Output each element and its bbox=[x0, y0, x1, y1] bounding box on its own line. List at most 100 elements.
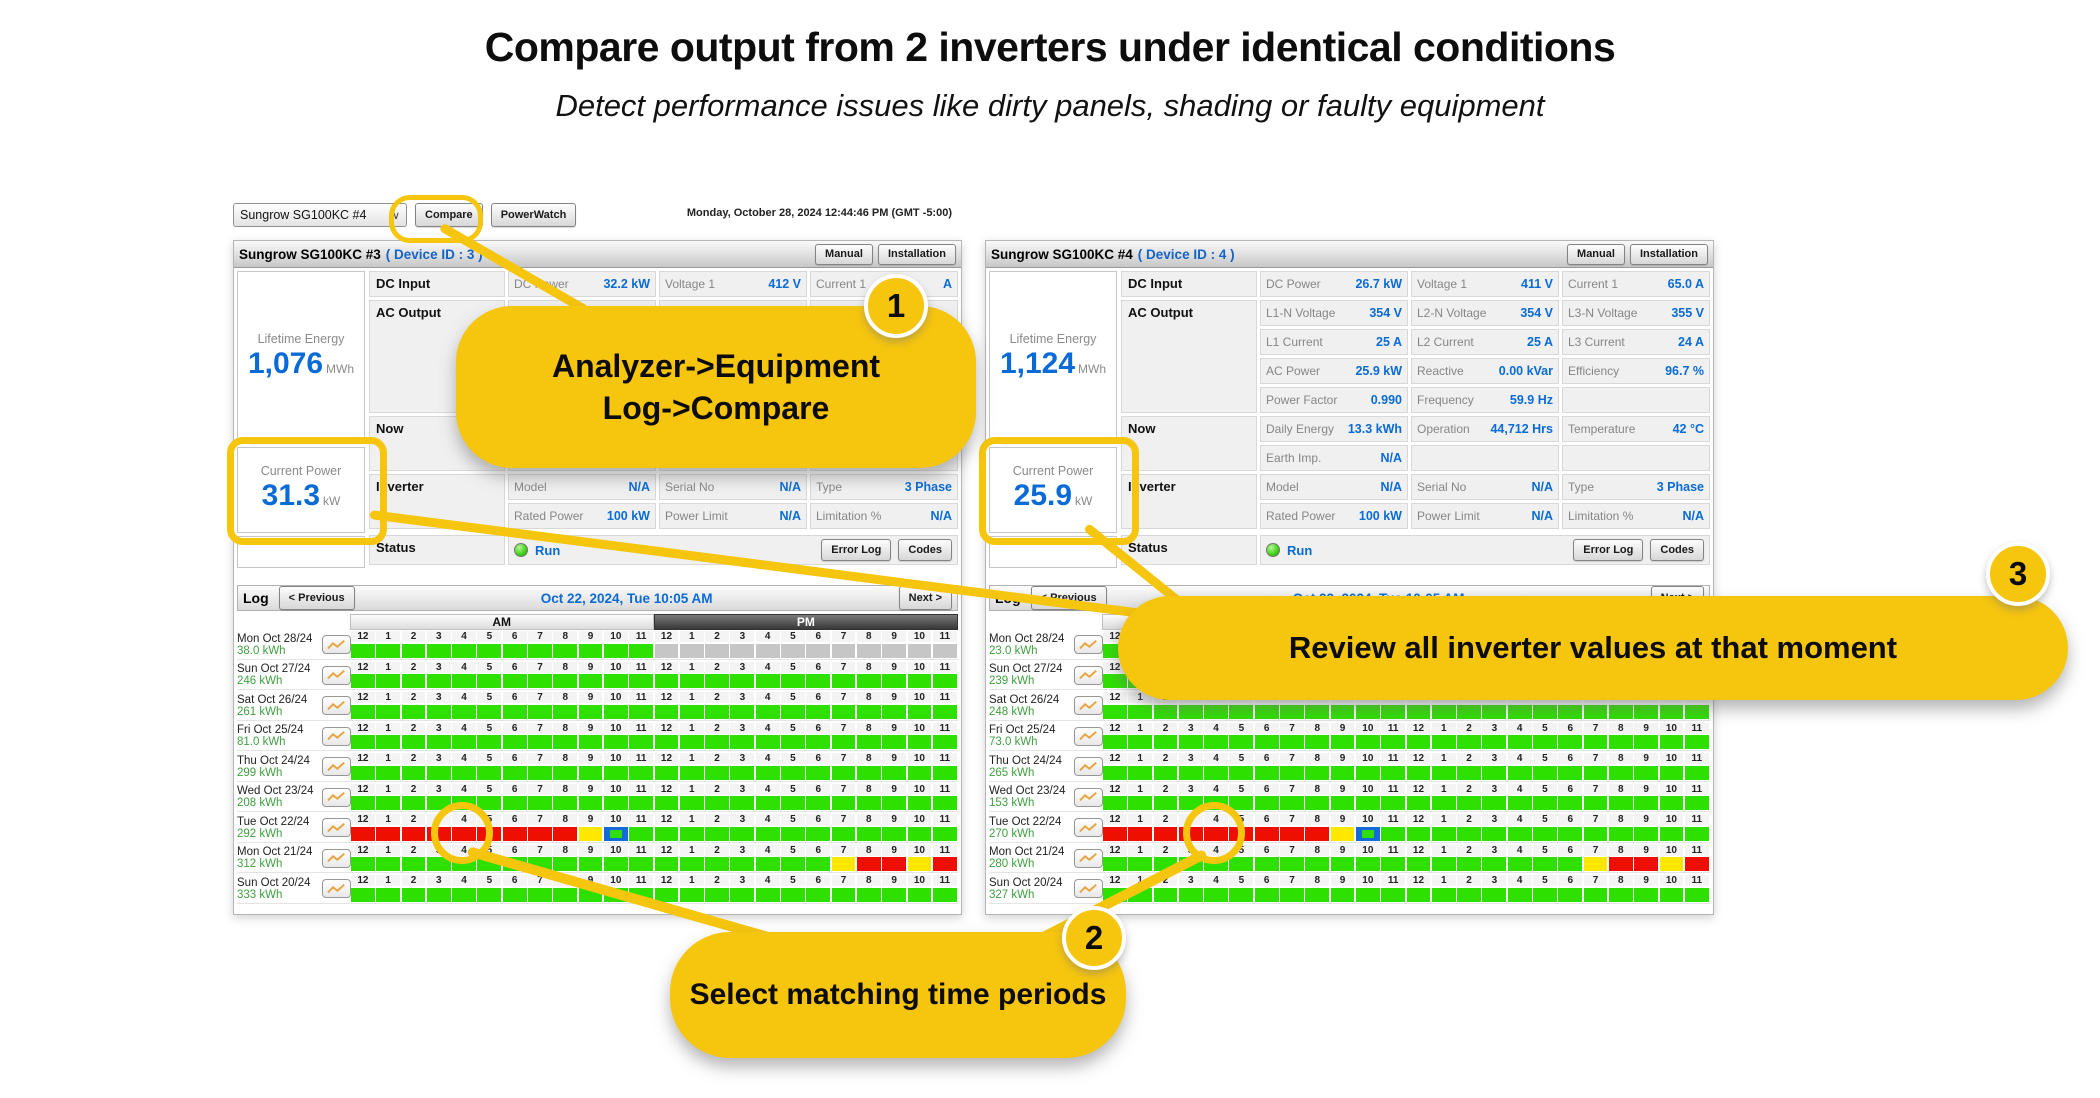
hour-cell[interactable] bbox=[1431, 704, 1456, 719]
hour-cell[interactable] bbox=[1583, 857, 1608, 871]
hour-cell[interactable] bbox=[351, 674, 375, 688]
chart-icon[interactable] bbox=[1074, 818, 1103, 838]
hour-cell[interactable] bbox=[1406, 826, 1431, 841]
hour-cell[interactable] bbox=[1204, 704, 1228, 719]
selected-hour-cell[interactable] bbox=[1355, 826, 1380, 841]
hour-cell[interactable] bbox=[477, 643, 502, 658]
chart-icon[interactable] bbox=[1074, 696, 1103, 716]
chart-icon[interactable] bbox=[322, 635, 351, 655]
hour-cell[interactable] bbox=[856, 857, 881, 871]
hour-cell[interactable] bbox=[452, 704, 476, 719]
hour-cell[interactable] bbox=[578, 704, 603, 719]
hour-cell[interactable] bbox=[1457, 704, 1481, 719]
hour-cell[interactable] bbox=[1608, 735, 1633, 749]
hour-cell[interactable] bbox=[1280, 887, 1304, 902]
selected-hour-cell[interactable] bbox=[603, 826, 628, 841]
hour-cell[interactable] bbox=[679, 857, 704, 871]
hour-cell[interactable] bbox=[1634, 887, 1659, 902]
hour-cell[interactable] bbox=[603, 674, 628, 688]
hour-cell[interactable] bbox=[553, 643, 578, 658]
hour-cell[interactable] bbox=[401, 887, 426, 902]
hour-cell[interactable] bbox=[1558, 857, 1583, 871]
hour-cell[interactable] bbox=[401, 796, 426, 810]
hour-cell[interactable] bbox=[1229, 704, 1254, 719]
hour-cell[interactable] bbox=[553, 887, 578, 902]
hour-cell[interactable] bbox=[528, 735, 552, 749]
hour-cell[interactable] bbox=[907, 887, 932, 902]
hour-cell[interactable] bbox=[806, 765, 831, 780]
hour-cell[interactable] bbox=[1128, 857, 1153, 871]
hour-cell[interactable] bbox=[1254, 704, 1279, 719]
hour-cell[interactable] bbox=[452, 765, 476, 780]
chart-icon[interactable] bbox=[1074, 757, 1103, 777]
hour-cell[interactable] bbox=[1254, 796, 1279, 810]
hour-cell[interactable] bbox=[882, 674, 907, 688]
hour-cell[interactable] bbox=[1103, 796, 1127, 810]
powerwatch-button[interactable]: PowerWatch bbox=[490, 203, 577, 227]
hour-cell[interactable] bbox=[502, 735, 527, 749]
hour-cell[interactable] bbox=[882, 765, 907, 780]
hour-cell[interactable] bbox=[882, 826, 907, 841]
hour-cell[interactable] bbox=[1153, 735, 1178, 749]
hour-cell[interactable] bbox=[1229, 735, 1254, 749]
hour-cell[interactable] bbox=[755, 887, 780, 902]
hour-cell[interactable] bbox=[1634, 704, 1659, 719]
hour-cell[interactable] bbox=[654, 796, 679, 810]
hour-cell[interactable] bbox=[1684, 826, 1709, 841]
hour-cell[interactable] bbox=[856, 887, 881, 902]
hour-cell[interactable] bbox=[1153, 765, 1178, 780]
hour-cell[interactable] bbox=[907, 796, 932, 810]
hour-cell[interactable] bbox=[426, 643, 451, 658]
hour-cell[interactable] bbox=[1583, 826, 1608, 841]
hour-cell[interactable] bbox=[679, 826, 704, 841]
hour-cell[interactable] bbox=[831, 857, 856, 871]
hour-cell[interactable] bbox=[351, 796, 375, 810]
hour-cell[interactable] bbox=[1103, 704, 1127, 719]
hour-cell[interactable] bbox=[1533, 704, 1557, 719]
hour-cell[interactable] bbox=[1406, 796, 1431, 810]
hour-cell[interactable] bbox=[755, 643, 780, 658]
hour-cell[interactable] bbox=[730, 674, 755, 688]
hour-cell[interactable] bbox=[755, 765, 780, 780]
hour-cell[interactable] bbox=[1330, 826, 1355, 841]
hour-cell[interactable] bbox=[705, 735, 729, 749]
hour-cell[interactable] bbox=[1507, 796, 1532, 810]
hour-cell[interactable] bbox=[1533, 735, 1557, 749]
hour-cell[interactable] bbox=[806, 857, 831, 871]
hour-cell[interactable] bbox=[705, 643, 729, 658]
chart-icon[interactable] bbox=[322, 726, 351, 746]
device-select[interactable]: Sungrow SG100KC #4 ∨ bbox=[233, 203, 407, 227]
hour-cell[interactable] bbox=[932, 796, 957, 810]
manual-button[interactable]: Manual bbox=[1567, 243, 1625, 265]
hour-cell[interactable] bbox=[1381, 887, 1406, 902]
hour-cell[interactable] bbox=[730, 857, 755, 871]
hour-cell[interactable] bbox=[1608, 765, 1633, 780]
hour-cell[interactable] bbox=[477, 704, 502, 719]
hour-cell[interactable] bbox=[1254, 735, 1279, 749]
hour-cell[interactable] bbox=[351, 643, 375, 658]
hour-cell[interactable] bbox=[1558, 765, 1583, 780]
hour-cell[interactable] bbox=[1128, 704, 1153, 719]
hour-cell[interactable] bbox=[1381, 796, 1406, 810]
hour-cell[interactable] bbox=[1103, 674, 1127, 688]
hour-cell[interactable] bbox=[705, 674, 729, 688]
hour-cell[interactable] bbox=[553, 674, 578, 688]
hour-cell[interactable] bbox=[781, 796, 805, 810]
hour-cell[interactable] bbox=[1507, 765, 1532, 780]
hour-cell[interactable] bbox=[1280, 857, 1304, 871]
hour-cell[interactable] bbox=[1381, 704, 1406, 719]
hour-cell[interactable] bbox=[1355, 857, 1380, 871]
hour-cell[interactable] bbox=[1608, 704, 1633, 719]
hour-cell[interactable] bbox=[730, 704, 755, 719]
hour-cell[interactable] bbox=[629, 826, 654, 841]
hour-cell[interactable] bbox=[1431, 887, 1456, 902]
hour-cell[interactable] bbox=[528, 643, 552, 658]
hour-cell[interactable] bbox=[1507, 704, 1532, 719]
hour-cell[interactable] bbox=[1128, 765, 1153, 780]
hour-cell[interactable] bbox=[578, 857, 603, 871]
hour-cell[interactable] bbox=[351, 765, 375, 780]
hour-cell[interactable] bbox=[882, 643, 907, 658]
chart-icon[interactable] bbox=[1074, 787, 1103, 807]
hour-cell[interactable] bbox=[755, 857, 780, 871]
hour-cell[interactable] bbox=[1608, 887, 1633, 902]
